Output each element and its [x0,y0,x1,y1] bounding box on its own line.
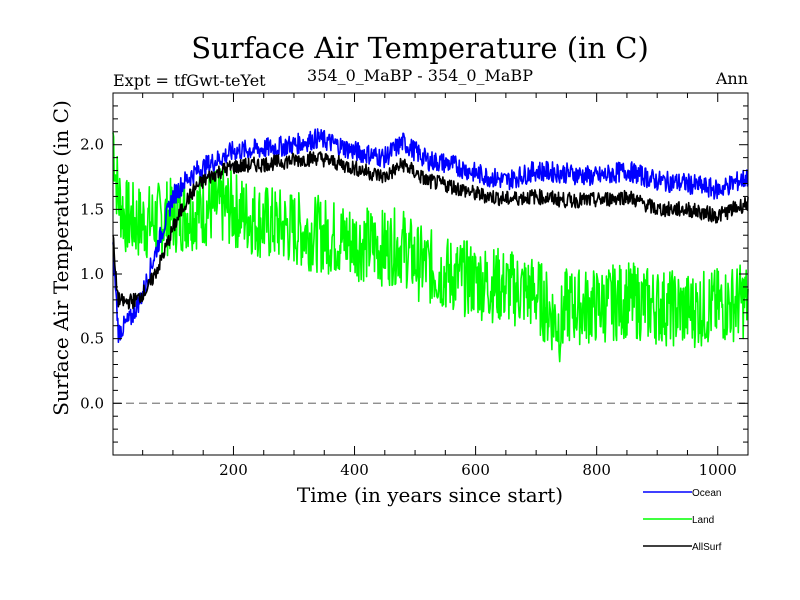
y-tick-label: 1.0 [80,265,104,283]
series-line-allsurf [112,150,749,310]
x-tick-label: 1000 [699,461,737,479]
legend: Ocean Land AllSurf [643,488,722,553]
series-line-ocean [112,128,749,344]
legend-label-ocean: Ocean [692,488,721,499]
x-tick-label: 600 [461,461,490,479]
y-tick-label: 0.0 [80,394,104,412]
x-tick-label: 200 [219,461,248,479]
y-tick-label: 2.0 [80,136,104,154]
y-axis-label: Surface Air Temperature (in C) [49,100,73,416]
comparison-label: 354_0_MaBP - 354_0_MaBP [307,66,533,85]
plot-area: 200 400 600 800 1000 0.0 0.5 1.0 1.5 2.0 [80,92,749,479]
y-tick-label: 1.5 [80,200,104,218]
chart-title: Surface Air Temperature (in C) [191,31,649,65]
x-axis-label: Time (in years since start) [297,483,563,507]
legend-label-land: Land [692,515,714,526]
y-tick-label: 0.5 [80,330,104,348]
x-tick-label: 400 [340,461,369,479]
experiment-label: Expt = tfGwt-teYet [113,71,266,90]
x-tick-label: 800 [582,461,611,479]
season-label: Ann [715,69,748,88]
legend-label-allsurf: AllSurf [692,542,722,553]
